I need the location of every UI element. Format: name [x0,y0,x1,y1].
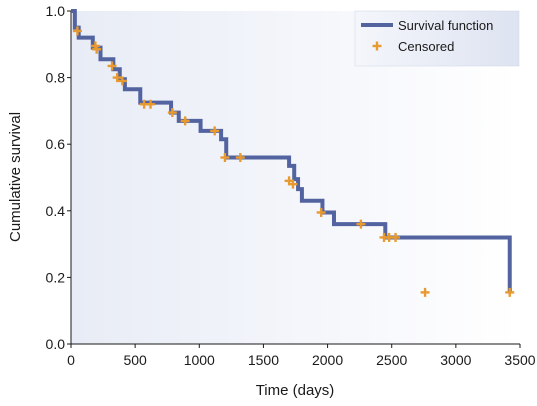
censored-marker [146,99,156,109]
censored-marker [356,219,366,229]
censored-marker [167,108,177,118]
y-axis-label: Cumulative survival [7,112,24,242]
legend-swatch-censored [372,41,382,51]
x-axis-label: Time (days) [256,382,335,399]
censored-marker [220,153,230,163]
censored-marker [391,232,401,242]
censored-markers [72,26,515,297]
censored-marker [112,73,122,83]
y-tick-label: 0.0 [46,336,66,352]
x-tick-label: 500 [123,352,147,368]
legend: Survival function Censored [354,10,520,67]
series-group [71,9,512,293]
x-tick-label: 3500 [504,352,535,368]
censored-marker [180,116,190,126]
x-tick-label: 3000 [440,352,471,368]
x-tick-label: 0 [67,352,75,368]
y-tick-label: 1.0 [46,3,66,19]
censored-marker [72,26,82,36]
x-tick-label: 2000 [312,352,343,368]
x-tick-label: 1000 [184,352,215,368]
censored-marker [235,153,245,163]
survival-function-line [71,9,512,293]
y-tick-label: 0.2 [46,269,66,285]
censored-marker [288,179,298,189]
censored-marker [117,76,127,86]
axes [70,11,520,345]
x-tick-label: 2500 [376,352,407,368]
censored-marker [316,207,326,217]
censored-marker [210,126,220,136]
legend-marker-plus [372,41,382,51]
ticks: 0 500 1000 1500 2000 2500 3000 3500 0.0 0.2 0.4 0.6… [46,3,536,368]
legend-label-survival: Survival function [398,18,493,33]
legend-box [354,10,520,67]
censored-marker [92,44,102,54]
censored-marker [505,287,515,297]
x-tick-label: 1500 [248,352,279,368]
y-tick-label: 0.4 [46,203,66,219]
censored-marker [107,61,117,71]
y-tick-label: 0.8 [46,70,66,86]
censored-marker [420,287,430,297]
legend-label-censored: Censored [398,39,454,54]
y-tick-label: 0.6 [46,136,66,152]
